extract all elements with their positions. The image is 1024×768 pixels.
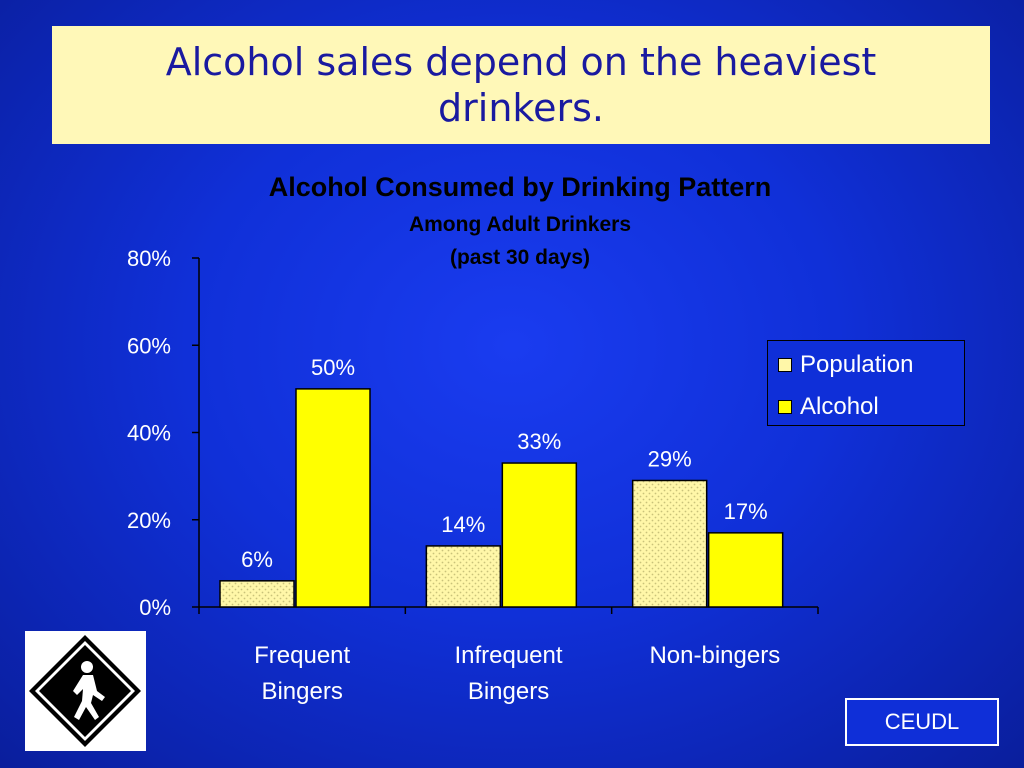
y-tick-label: 60%: [127, 333, 171, 358]
data-label: 50%: [311, 355, 355, 380]
bar-alcohol: [501, 462, 578, 608]
legend-label-population: Population: [800, 351, 914, 378]
x-category-label: Bingers: [261, 678, 342, 705]
bar-population: [219, 580, 295, 608]
data-label: 6%: [241, 547, 273, 572]
legend-item-population: Population: [778, 351, 913, 379]
chart-subtitle-line1: Among Adult Drinkers: [408, 213, 632, 236]
y-tick-label: 0%: [139, 595, 171, 620]
bar-population: [631, 479, 708, 608]
legend-item-alcohol: Alcohol: [778, 393, 879, 421]
x-category-label: Bingers: [468, 678, 549, 705]
bar-alcohol: [707, 532, 784, 608]
data-label: 17%: [724, 499, 768, 524]
slide-title-box: Alcohol sales depend on the heaviest dri…: [52, 26, 990, 144]
chart-legend: Population Alcohol: [767, 340, 965, 426]
bar-population: [425, 545, 502, 608]
data-label: 29%: [648, 446, 692, 471]
x-category-label: Non-bingers: [649, 642, 780, 669]
y-tick-label: 80%: [127, 246, 171, 271]
legend-swatch-alcohol: [778, 400, 792, 414]
chart-title: Alcohol Consumed by Drinking Pattern: [268, 172, 772, 202]
brand-logo-text: CEUDL: [845, 698, 999, 746]
bar-alcohol: [295, 388, 371, 608]
pedestrian-crossing-sign-icon: [25, 631, 146, 751]
legend-label-alcohol: Alcohol: [800, 393, 879, 420]
chart-subtitle-line2: (past 30 days): [449, 246, 591, 269]
data-label: 14%: [441, 512, 485, 537]
y-tick-label: 40%: [127, 421, 171, 446]
data-label: 33%: [517, 429, 561, 454]
x-category-label: Infrequent: [454, 642, 562, 669]
x-category-label: Frequent: [254, 642, 350, 669]
y-tick-label: 20%: [127, 508, 171, 533]
slide-title: Alcohol sales depend on the heaviest dri…: [165, 40, 877, 130]
legend-swatch-population: [778, 358, 792, 372]
